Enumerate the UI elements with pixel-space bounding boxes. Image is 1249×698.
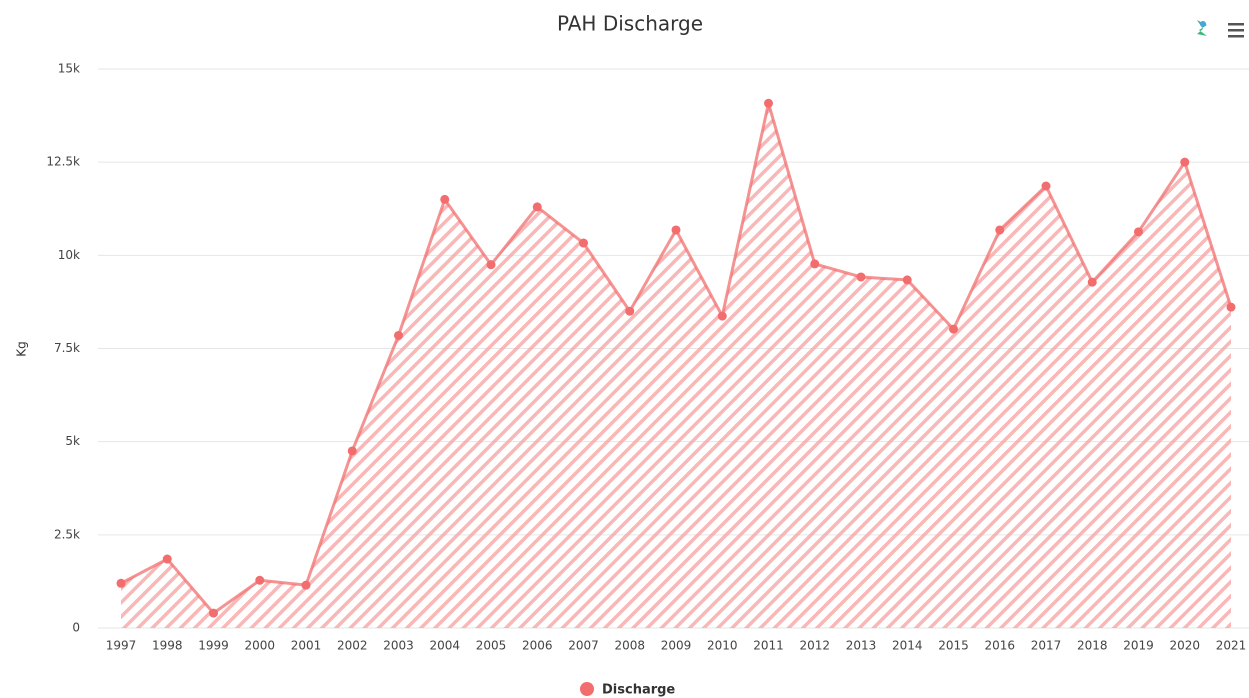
x-tick-label: 2011 [753,639,784,653]
menu-button[interactable] [1222,18,1246,40]
x-tick-label: 2007 [568,639,599,653]
x-tick-label: 2002 [337,639,368,653]
data-point [717,311,727,321]
x-tick-label: 2008 [614,639,645,653]
data-point [1041,181,1051,191]
legend-label: Discharge [602,683,675,698]
legend-symbol [580,682,594,696]
data-point [995,225,1005,235]
data-point [394,330,403,340]
data-point [810,259,820,269]
data-point [532,202,542,212]
data-point [1180,157,1190,167]
chart-title: PAH Discharge [557,12,703,36]
area-fill [121,103,1231,628]
data-point [764,98,773,108]
legend[interactable]: Discharge [580,682,675,698]
x-tick-label: 2004 [429,639,460,653]
x-tick-label: 2012 [799,639,830,653]
data-point [579,238,588,248]
x-tick-label: 1998 [152,639,183,653]
x-tick-label: 2016 [984,639,1015,653]
x-tick-label: 2009 [661,639,692,653]
data-point [856,272,866,282]
export-logo [1197,20,1207,36]
y-tick-label: 0 [72,621,80,635]
y-axis-label: Kg [15,341,29,357]
data-point [162,554,172,564]
data-point [625,306,635,316]
x-tick-label: 2020 [1169,639,1200,653]
x-tick-label: 2015 [938,639,969,653]
data-point [902,275,912,285]
y-tick-label: 2.5k [54,527,80,541]
data-point [949,324,958,334]
x-tick-label: 2001 [291,639,322,653]
data-point [347,446,357,456]
y-tick-label: 5k [65,434,80,448]
y-tick-label: 10k [58,248,80,262]
data-point [671,225,681,235]
data-point [301,580,311,590]
data-point [255,575,265,585]
x-tick-label: 2005 [476,639,507,653]
data-point [209,608,218,618]
x-tick-label: 2019 [1123,639,1154,653]
x-tick-label: 2018 [1077,639,1108,653]
x-tick-label: 2021 [1216,639,1247,653]
y-tick-label: 15k [58,62,80,76]
x-tick-label: 2010 [707,639,738,653]
y-tick-label: 7.5k [54,341,80,355]
x-tick-label: 1997 [106,639,137,653]
data-point [1226,302,1236,312]
x-tick-label: 1999 [198,639,229,653]
data-point [1087,277,1097,287]
data-point [440,194,450,204]
x-tick-label: 2003 [383,639,414,653]
x-tick-label: 2014 [892,639,923,653]
y-tick-label: 12.5k [46,155,80,169]
x-tick-label: 2017 [1031,639,1062,653]
data-point [486,260,496,270]
data-point [116,578,126,588]
x-tick-label: 2000 [244,639,275,653]
x-tick-label: 2006 [522,639,553,653]
data-point [1134,227,1143,237]
x-tick-label: 2013 [846,639,877,653]
plot-area: 0 2.5k 5k 7.5k 10k 12.5k 15k 1997 1998 1999 2000 20… [46,62,1249,653]
